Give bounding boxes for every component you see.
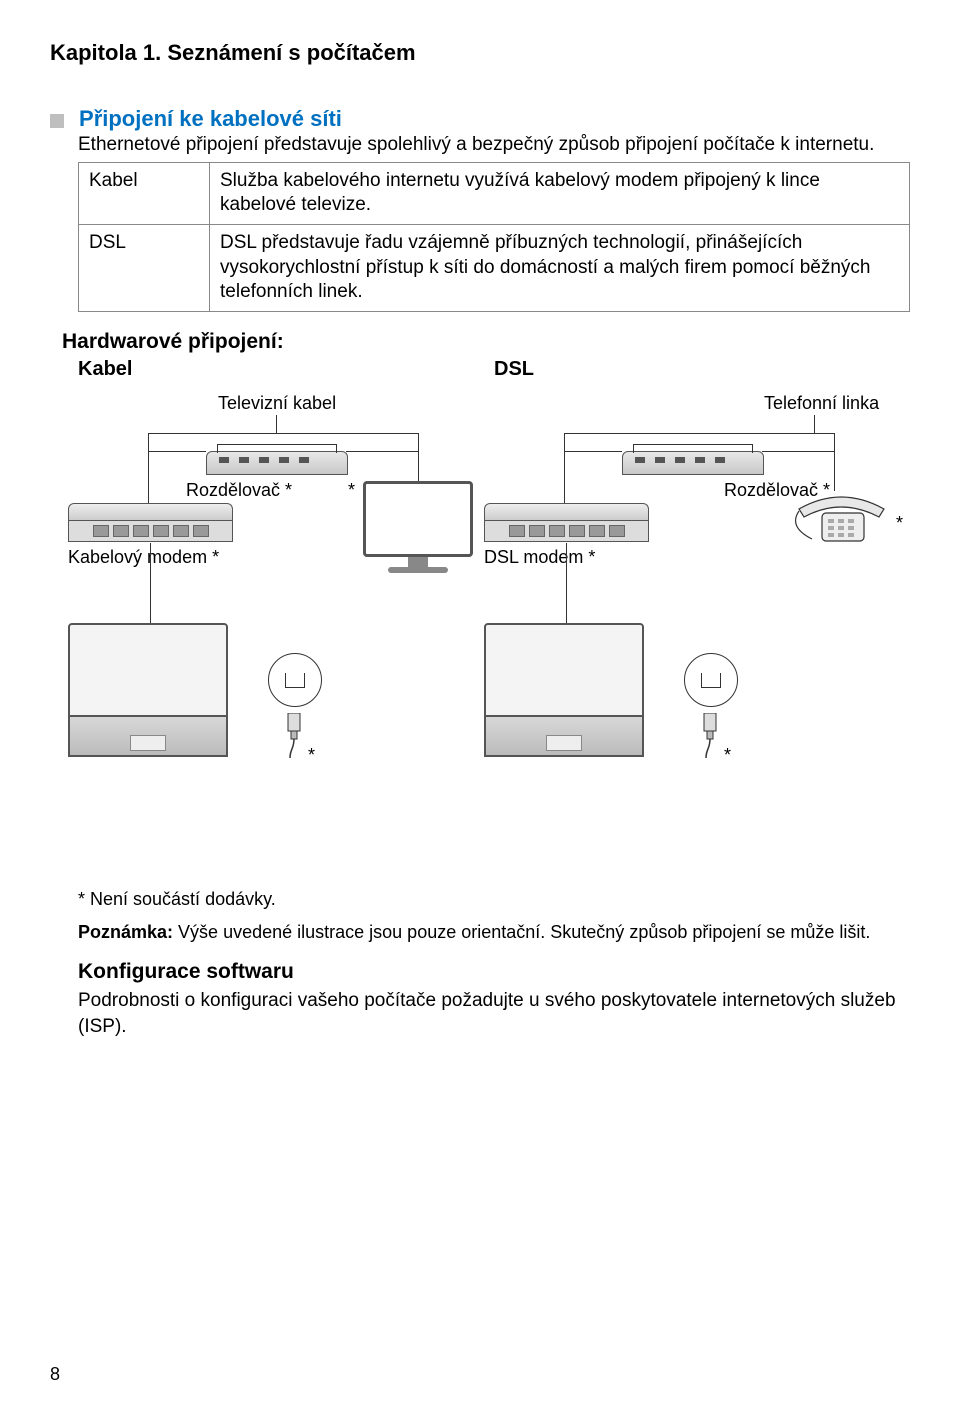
laptop-icon — [68, 623, 228, 757]
note-box: Poznámka: Výše uvedené ilustrace jsou po… — [78, 920, 910, 944]
column-kabel: Kabel Televizní kabel Rozdělovač * — [78, 358, 494, 885]
section-heading: Připojení ke kabelové síti — [79, 106, 342, 131]
column-label: DSL — [494, 358, 910, 381]
term-cell: Kabel — [79, 162, 210, 224]
desc-cell: DSL představuje řadu vzájemně příbuzných… — [210, 225, 910, 312]
diagram-columns: Kabel Televizní kabel Rozdělovač * — [78, 358, 910, 885]
column-dsl: DSL Telefonní linka Rozdělovač * DSL mod… — [494, 358, 910, 885]
phone-icon — [794, 491, 889, 546]
diagram-dsl: Telefonní linka Rozdělovač * DSL modem * — [494, 385, 910, 885]
square-bullet-icon — [50, 114, 64, 128]
top-cable-label: Televizní kabel — [218, 393, 336, 414]
splitter-label: Rozdělovač * — [186, 480, 292, 501]
plug-asterisk: * — [308, 745, 315, 766]
config-heading: Konfigurace softwaru — [78, 960, 910, 984]
chapter-header: Kapitola 1. Seznámení s počítačem — [50, 40, 910, 66]
footnote: * Není součástí dodávky. — [78, 889, 910, 910]
splitter-icon — [206, 451, 348, 475]
cable-plug-icon — [284, 713, 304, 758]
config-text: Podrobnosti o konfiguraci vašeho počítač… — [78, 988, 910, 1039]
modem-icon — [68, 503, 233, 541]
modem-label: Kabelový modem * — [68, 547, 219, 568]
definition-table: Kabel Služba kabelového internetu využív… — [78, 162, 910, 312]
ethernet-port-icon — [268, 653, 322, 707]
note-text: Výše uvedené ilustrace jsou pouze orient… — [178, 922, 870, 942]
section-heading-row: Připojení ke kabelové síti — [50, 106, 910, 132]
ethernet-port-icon — [684, 653, 738, 707]
top-cable-label: Telefonní linka — [764, 393, 879, 414]
diagram-kabel: Televizní kabel Rozdělovač * Kabelový mo… — [78, 385, 494, 885]
laptop-icon — [484, 623, 644, 757]
term-cell: DSL — [79, 225, 210, 312]
hardware-heading: Hardwarové připojení: — [62, 330, 910, 354]
intro-paragraph: Ethernetové připojení představuje spoleh… — [78, 132, 910, 158]
table-row: Kabel Služba kabelového internetu využív… — [79, 162, 910, 224]
device-asterisk: * — [896, 513, 903, 534]
modem-label: DSL modem * — [484, 547, 595, 568]
column-label: Kabel — [78, 358, 494, 381]
monitor-icon — [363, 481, 473, 573]
page-number: 8 — [50, 1364, 60, 1385]
table-row: DSL DSL představuje řadu vzájemně příbuz… — [79, 225, 910, 312]
splitter-icon — [622, 451, 764, 475]
device-asterisk: * — [348, 480, 355, 501]
modem-icon — [484, 503, 649, 541]
note-label: Poznámka: — [78, 922, 173, 942]
desc-cell: Služba kabelového internetu využívá kabe… — [210, 162, 910, 224]
cable-plug-icon — [700, 713, 720, 758]
plug-asterisk: * — [724, 745, 731, 766]
